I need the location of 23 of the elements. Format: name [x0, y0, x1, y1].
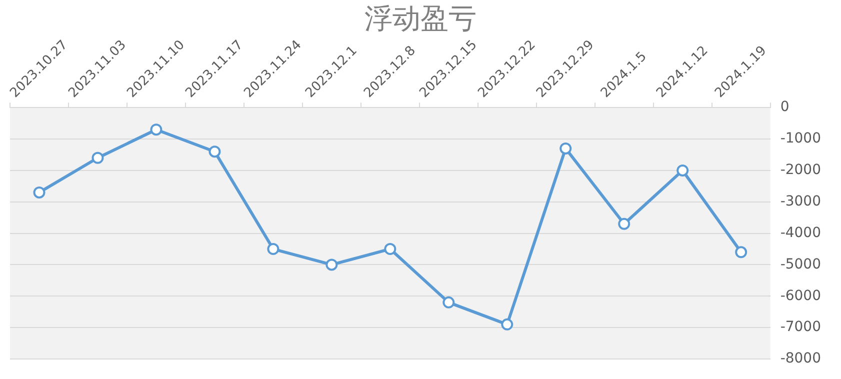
point — [442, 296, 455, 308]
y-tick-label: -4000 — [780, 224, 822, 241]
point — [560, 142, 572, 154]
point — [33, 186, 46, 198]
point — [501, 318, 514, 330]
y-tick-label: -7000 — [780, 319, 822, 336]
y-tick-label: -2000 — [780, 162, 822, 178]
y-tick-label: -6000 — [780, 288, 822, 304]
point — [92, 152, 104, 164]
point — [326, 258, 338, 271]
y-tick-label: -8000 — [780, 350, 822, 367]
point — [676, 164, 689, 176]
point — [618, 218, 630, 230]
y-tick-label: 0 — [780, 99, 790, 116]
y-tick-label: -1000 — [780, 130, 822, 147]
point — [384, 243, 396, 256]
point — [267, 243, 280, 256]
point — [150, 124, 162, 136]
point — [735, 246, 748, 258]
y-tick-label: -3000 — [780, 194, 822, 210]
point — [208, 146, 221, 158]
y-tick-label: -5000 — [780, 256, 822, 272]
chart-title: 浮动盈亏 — [364, 2, 476, 36]
